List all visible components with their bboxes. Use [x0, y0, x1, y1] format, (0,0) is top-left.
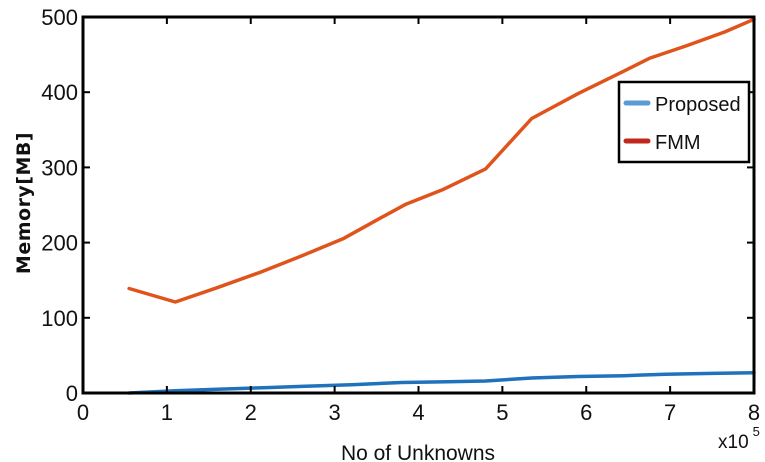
legend-label-fmm: FMM — [655, 132, 701, 154]
y-tick-label: 100 — [41, 306, 78, 331]
x-tick-label: 4 — [412, 400, 424, 425]
x-multiplier-exponent: 5 — [753, 424, 760, 439]
y-tick-label: 300 — [41, 155, 78, 180]
x-tick-label: 0 — [77, 400, 89, 425]
x-tick-label: 5 — [496, 400, 508, 425]
series-line-fmm — [127, 17, 756, 304]
x-tick-label: 2 — [245, 400, 257, 425]
series-layer — [127, 17, 756, 395]
x-tick-label: 7 — [664, 400, 676, 425]
x-axis-label: No of Unknowns — [341, 442, 495, 462]
y-tick-label: 0 — [66, 381, 78, 406]
plot-background — [83, 17, 754, 393]
legend-box — [617, 80, 751, 164]
x-tick-label: 3 — [329, 400, 341, 425]
y-tick-label: 200 — [41, 231, 78, 256]
y-tick-label: 500 — [41, 5, 78, 30]
y-axis-label: Memory[MB] — [13, 132, 35, 274]
x-multiplier-base: x10 — [718, 432, 749, 453]
y-tick-label: 400 — [41, 80, 78, 105]
x-tick-label: 6 — [580, 400, 592, 425]
x-axis-multiplier: x10 5 — [718, 424, 760, 453]
plot-area — [83, 17, 754, 393]
legend-label-proposed: Proposed — [655, 94, 741, 116]
series-line-proposed — [127, 370, 756, 395]
x-tick-label: 8 — [748, 400, 760, 425]
legend: Proposed FMM — [617, 80, 751, 164]
axes-layer: 0 1 2 3 4 5 6 7 8 0 100 200 300 400 500 — [41, 5, 760, 425]
x-tick-label: 1 — [161, 400, 173, 425]
